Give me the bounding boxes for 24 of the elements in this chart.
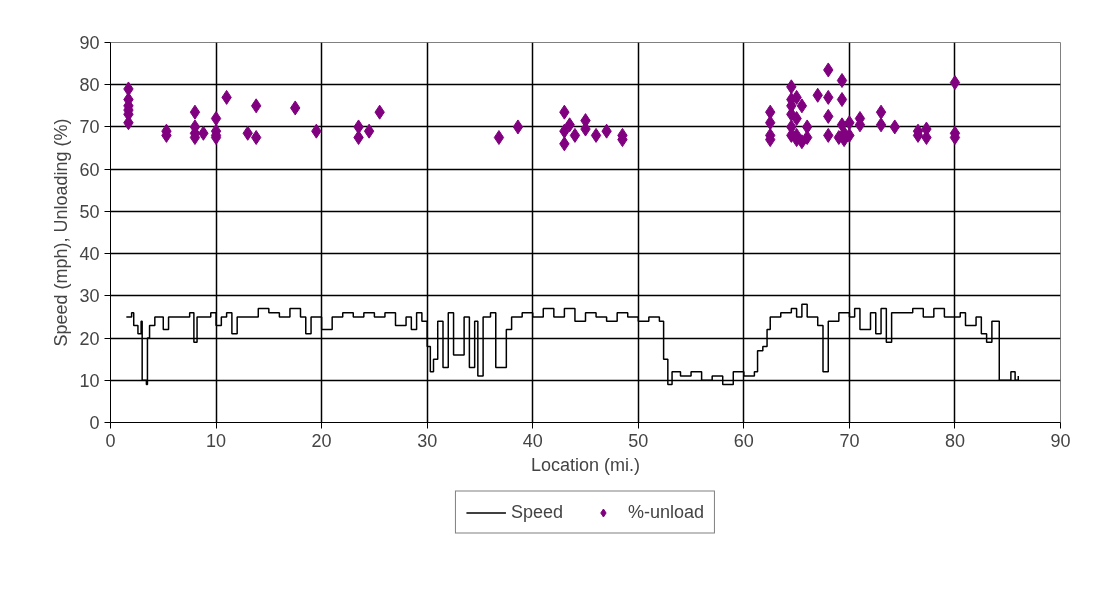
x-tick-label: 40 xyxy=(522,430,543,451)
y-tick-label: 80 xyxy=(79,75,100,96)
y-tick-label: 20 xyxy=(79,328,100,349)
x-tick-label: 50 xyxy=(628,430,649,451)
y-tick-label: 50 xyxy=(79,201,100,222)
x-tick-label: 0 xyxy=(105,430,116,451)
y-axis-title: Speed (mph), Unloading (%) xyxy=(51,118,72,347)
y-tick-label: 0 xyxy=(89,413,100,433)
x-tick-label: 60 xyxy=(733,430,754,451)
legend-label: %-unload xyxy=(628,501,705,523)
y-tick-label: 30 xyxy=(79,286,100,307)
legend-label: Speed xyxy=(510,501,563,523)
x-tick-label: 20 xyxy=(311,430,332,451)
x-tick-label: 30 xyxy=(417,430,438,451)
y-tick-label: 90 xyxy=(79,33,100,53)
y-tick-label: 10 xyxy=(79,370,100,391)
x-tick-label: 70 xyxy=(839,430,860,451)
x-axis-title: Location (mi.) xyxy=(530,454,641,475)
x-tick-label: 10 xyxy=(206,430,227,451)
y-tick-label: 70 xyxy=(79,117,100,138)
y-tick-label: 40 xyxy=(79,244,100,265)
x-tick-label: 90 xyxy=(1050,430,1071,451)
y-tick-label: 60 xyxy=(79,159,100,180)
x-tick-label: 80 xyxy=(944,430,965,451)
